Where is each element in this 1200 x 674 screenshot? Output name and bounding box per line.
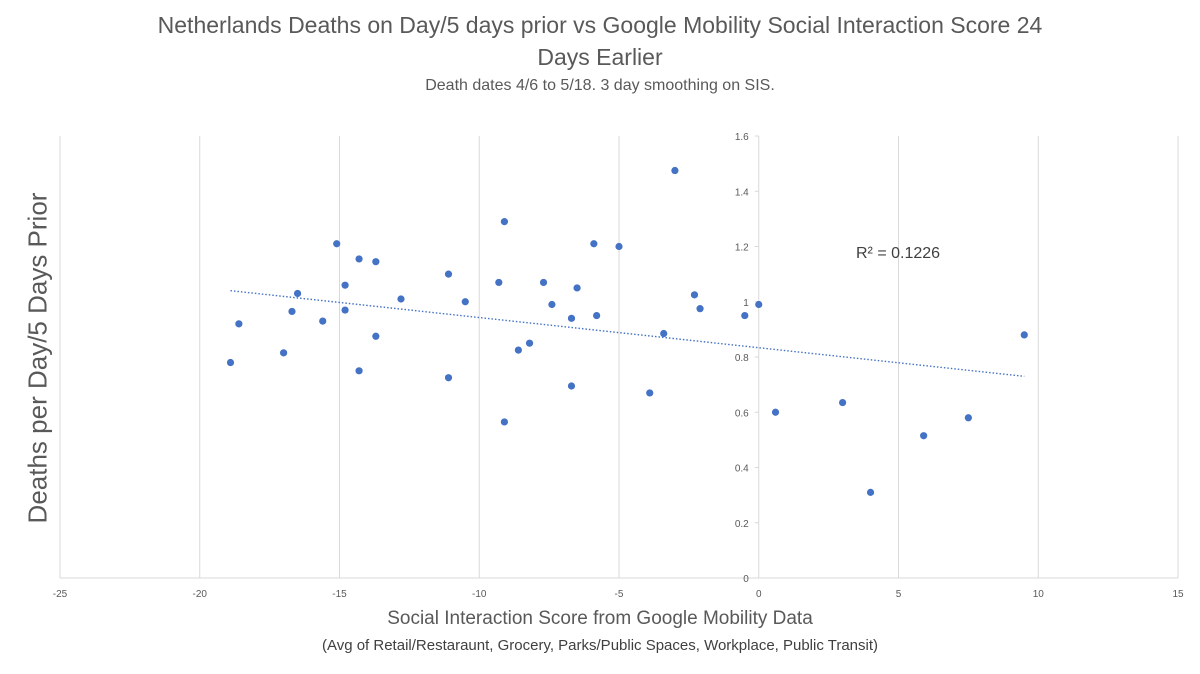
data-point [235, 320, 243, 328]
data-point [548, 300, 556, 309]
data-point [525, 339, 534, 347]
trendline-line [230, 290, 1025, 378]
x-axis-sublabel: (Avg of Retail/Restaraunt, Grocery, Park… [321, 637, 879, 654]
data-point [495, 278, 503, 287]
data-point [690, 291, 699, 299]
y-tick-label: 0.4 [735, 464, 749, 475]
data-point [573, 284, 581, 292]
data-point [355, 255, 363, 263]
data-point [288, 307, 296, 316]
axes [60, 135, 1178, 579]
chart-title-line2: Days Earlier [537, 44, 663, 70]
data-point [567, 314, 576, 322]
y-axis-label: Deaths per Day/5 Days Prior [22, 192, 53, 524]
data-point [590, 240, 598, 248]
x-tick-label: -5 [615, 589, 624, 600]
data-points [226, 166, 1028, 496]
data-point [319, 317, 327, 325]
data-point [355, 367, 363, 375]
y-tick-label: 1.2 [735, 243, 749, 254]
tick-labels: -25 -20 -15 -10 -5 0 5 10 15 0 0.2 0.4 0.6 0.8 1 1.2 1.4… [53, 132, 1184, 600]
data-point [372, 332, 380, 340]
data-point [671, 166, 679, 175]
x-tick-label: 10 [1033, 589, 1045, 600]
data-point [333, 240, 341, 248]
x-tick-label: 5 [896, 589, 902, 600]
data-point [920, 432, 928, 440]
data-point [500, 418, 509, 426]
data-point [567, 382, 576, 390]
data-point [696, 305, 704, 313]
data-point [341, 281, 349, 289]
x-axis-label: Social Interaction Score from Google Mob… [387, 608, 813, 629]
data-point [226, 358, 235, 367]
x-tick-label: -10 [472, 589, 487, 600]
data-point [646, 389, 654, 397]
x-tick-label: 15 [1172, 589, 1184, 600]
y-tick-label: 1.6 [735, 132, 749, 143]
data-point [500, 218, 509, 226]
data-point [660, 329, 668, 338]
data-point [341, 306, 349, 314]
data-point [444, 270, 453, 278]
y-tick-label: 1 [743, 298, 749, 309]
data-point [293, 289, 302, 298]
data-point [964, 414, 972, 422]
y-tick-label: 1.4 [735, 187, 749, 198]
data-point [539, 278, 548, 287]
x-tick-label: 0 [756, 589, 762, 600]
x-tick-label: -15 [332, 589, 347, 600]
data-point [461, 298, 469, 306]
chart-title: Netherlands Deaths on Day/5 days prior v… [157, 12, 1043, 38]
data-point [1020, 331, 1028, 339]
x-tick-label: -20 [193, 589, 208, 600]
y-tick-label: 0.2 [735, 519, 749, 530]
y-tick-label: 0.6 [735, 408, 749, 419]
x-tick-label: -25 [53, 589, 68, 600]
data-point [771, 408, 780, 416]
y-tick-label: 0.8 [735, 353, 749, 364]
data-point [615, 242, 623, 251]
data-point [280, 349, 288, 357]
trendline: R² = 0.1226 [230, 245, 1025, 378]
data-point [741, 311, 749, 320]
grid-lines [59, 136, 1179, 578]
data-point [397, 295, 405, 303]
data-point [839, 398, 847, 407]
data-point [514, 346, 522, 354]
data-point [444, 374, 453, 382]
data-point [755, 300, 763, 309]
y-tick-label: 0 [743, 574, 749, 585]
data-point [593, 311, 601, 320]
data-point [372, 258, 380, 266]
data-point [866, 488, 875, 496]
chart-subtitle: Death dates 4/6 to 5/18. 3 day smoothing… [425, 77, 775, 94]
r-squared-label: R² = 0.1226 [856, 245, 940, 262]
